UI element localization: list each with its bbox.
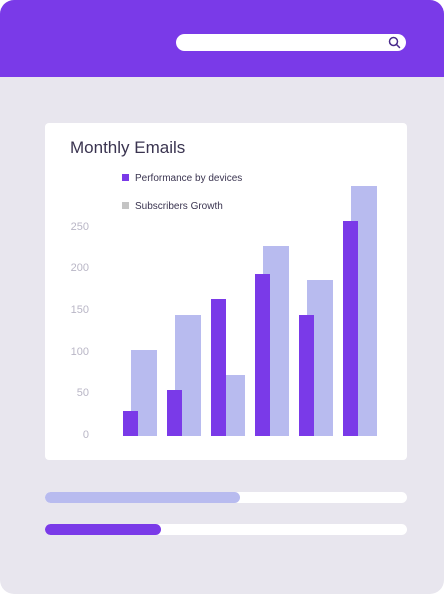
y-tick-label: 0	[82, 429, 89, 441]
legend-label-performance: Performance by devices	[135, 173, 243, 184]
progress-bar-1	[45, 492, 407, 503]
y-tick-label: 150	[70, 304, 89, 317]
y-tick-label: 250	[70, 220, 89, 233]
progress-bar-2	[45, 524, 407, 535]
y-tick-label: 50	[76, 387, 89, 400]
legend-swatch-performance	[122, 174, 129, 181]
y-tick-label: 100	[70, 345, 89, 358]
legend-item-performance: Performance by devices	[122, 173, 242, 184]
bar-performance	[123, 411, 138, 436]
header-bar	[0, 0, 444, 77]
y-tick-label: 200	[70, 262, 89, 275]
legend-swatch-subscribers	[122, 202, 129, 209]
bar-performance	[167, 390, 182, 436]
legend-item-subscribers: Subscribers Growth	[122, 201, 223, 212]
progress-bar-2-fill	[45, 524, 161, 535]
bar-performance	[211, 298, 226, 436]
bar-performance	[299, 315, 314, 436]
bar-performance	[343, 221, 358, 436]
chart-title: Monthly Emails	[70, 138, 186, 157]
legend-label-subscribers: Subscribers Growth	[135, 201, 223, 212]
chart-card: Monthly Emails Performance by devices Su…	[45, 123, 407, 460]
progress-bar-1-fill	[45, 492, 241, 503]
search-icon[interactable]	[388, 36, 401, 49]
bar-performance	[255, 273, 270, 436]
search-input[interactable]	[176, 34, 406, 51]
